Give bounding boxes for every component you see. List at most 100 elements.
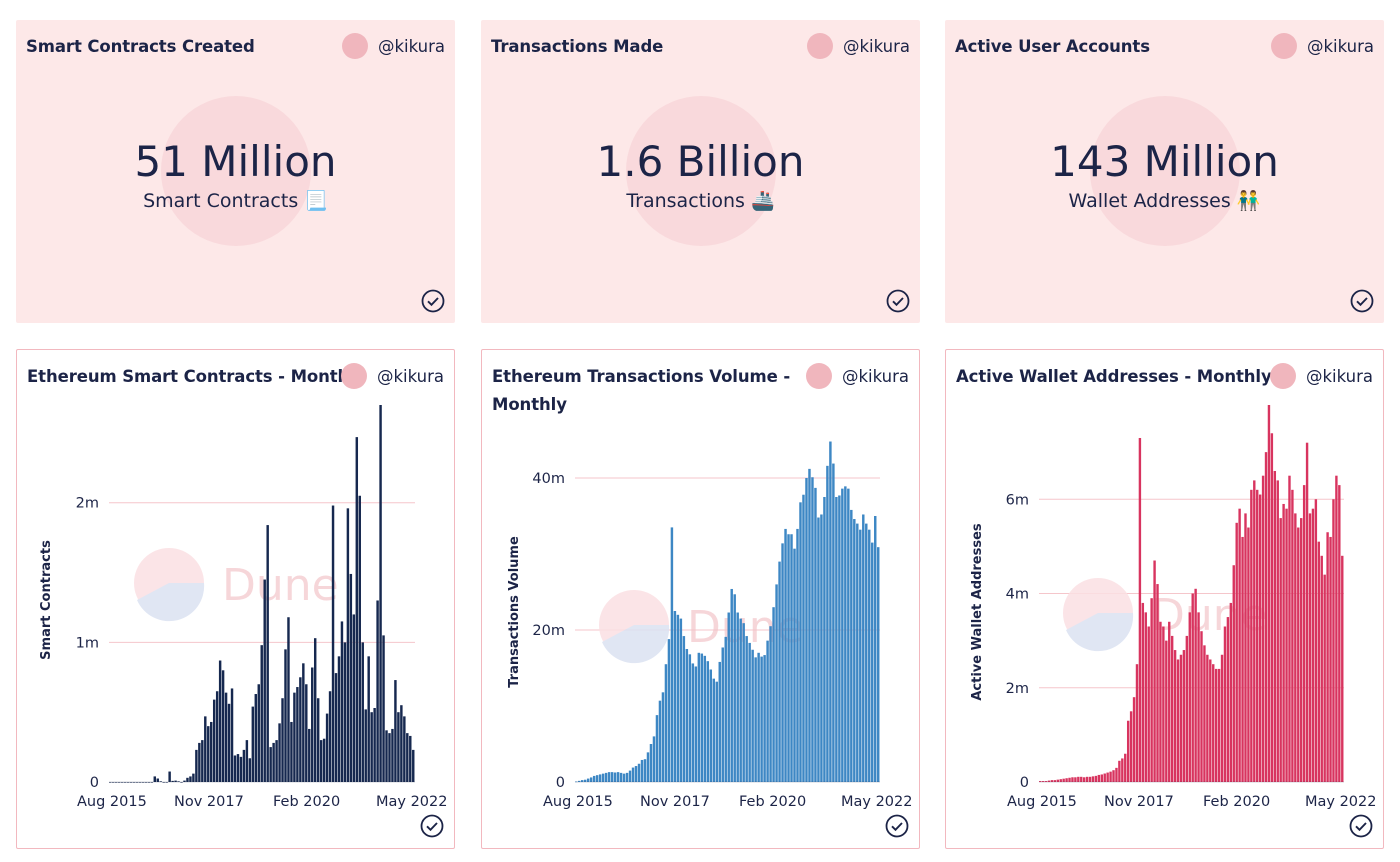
card-title: Active Wallet Addresses - Monthly bbox=[956, 367, 1272, 386]
bar bbox=[853, 519, 856, 782]
bar bbox=[1338, 485, 1341, 782]
bar bbox=[781, 543, 784, 782]
bar bbox=[586, 778, 590, 782]
bar bbox=[622, 773, 626, 782]
y-axis-label: Smart Contracts bbox=[39, 540, 54, 660]
author-link[interactable]: @kikura bbox=[341, 33, 445, 59]
bar bbox=[1291, 489, 1294, 782]
bar bbox=[1200, 631, 1203, 782]
bar bbox=[805, 478, 808, 782]
bar bbox=[808, 468, 811, 782]
bar bbox=[409, 735, 412, 782]
bar bbox=[109, 782, 112, 783]
stat-card-smart-contracts: Smart Contracts Created @kikura 51 Milli… bbox=[16, 20, 455, 323]
bar bbox=[287, 617, 290, 782]
author-link[interactable]: @kikura bbox=[806, 33, 910, 59]
bar bbox=[1144, 612, 1147, 782]
bar bbox=[1294, 513, 1297, 782]
check-circle-icon[interactable] bbox=[886, 289, 910, 313]
y-tick-label: 2m bbox=[1006, 681, 1029, 697]
bar bbox=[631, 767, 635, 782]
bar bbox=[697, 652, 701, 782]
bar bbox=[168, 771, 171, 782]
bar bbox=[1059, 779, 1062, 782]
bar bbox=[311, 667, 314, 782]
bar bbox=[239, 756, 243, 782]
bar bbox=[643, 759, 647, 782]
check-circle-icon[interactable] bbox=[420, 814, 444, 838]
x-tick-label: Nov 2017 bbox=[1104, 794, 1174, 810]
author-link[interactable]: @kikura bbox=[805, 363, 909, 389]
bar bbox=[694, 666, 698, 782]
bar bbox=[373, 708, 376, 782]
check-circle-icon[interactable] bbox=[421, 289, 445, 313]
bar bbox=[290, 721, 293, 782]
bar bbox=[189, 776, 192, 782]
bar bbox=[1191, 593, 1194, 782]
bar bbox=[1253, 480, 1256, 782]
bar bbox=[1041, 781, 1045, 782]
bar bbox=[823, 497, 826, 782]
bar bbox=[218, 660, 222, 782]
check-circle-icon[interactable] bbox=[885, 814, 909, 838]
bar bbox=[1118, 760, 1121, 782]
bar bbox=[1132, 697, 1136, 782]
bar bbox=[278, 723, 281, 782]
bar bbox=[1039, 781, 1042, 782]
bar bbox=[1100, 774, 1103, 782]
bar bbox=[616, 772, 620, 782]
bar bbox=[646, 752, 650, 782]
bar bbox=[733, 594, 736, 782]
bar bbox=[233, 755, 237, 782]
bar bbox=[826, 465, 829, 782]
bar bbox=[111, 782, 115, 783]
check-circle-icon[interactable] bbox=[1350, 289, 1374, 313]
y-tick-label: 40m bbox=[532, 471, 565, 487]
bar bbox=[1173, 650, 1177, 782]
bar bbox=[1241, 536, 1244, 782]
bar bbox=[1332, 499, 1335, 782]
bar bbox=[126, 782, 130, 783]
bar bbox=[874, 516, 877, 782]
bar bbox=[349, 573, 353, 782]
bar bbox=[221, 670, 225, 782]
bar bbox=[1288, 475, 1291, 782]
y-tick-label: 1m bbox=[76, 635, 99, 651]
bar bbox=[1305, 442, 1309, 782]
bar bbox=[778, 561, 781, 782]
bar bbox=[412, 749, 415, 782]
bar bbox=[215, 691, 219, 782]
bar bbox=[1232, 565, 1235, 782]
bar bbox=[1150, 598, 1153, 782]
bar bbox=[135, 782, 139, 783]
bar bbox=[114, 782, 118, 783]
bar bbox=[334, 673, 338, 782]
bar bbox=[147, 782, 151, 783]
bar bbox=[1065, 778, 1068, 782]
bar bbox=[847, 488, 850, 782]
bar bbox=[328, 691, 332, 782]
author-link[interactable]: @kikura bbox=[1270, 33, 1374, 59]
bar bbox=[355, 437, 359, 782]
bar bbox=[204, 716, 207, 782]
bar bbox=[397, 712, 400, 782]
bar bbox=[1097, 774, 1101, 782]
bar bbox=[1250, 489, 1253, 782]
check-circle-icon[interactable] bbox=[1349, 814, 1373, 838]
bar bbox=[1317, 541, 1321, 782]
author-name: @kikura bbox=[1305, 366, 1373, 386]
author-link[interactable]: @kikura bbox=[1269, 363, 1373, 389]
card-title: Smart Contracts Created bbox=[26, 37, 255, 56]
bar bbox=[670, 527, 674, 782]
x-tick-label: Aug 2015 bbox=[77, 794, 147, 810]
bar bbox=[1256, 489, 1259, 782]
bar bbox=[195, 749, 198, 782]
bar bbox=[1300, 518, 1303, 782]
bar bbox=[379, 405, 382, 782]
bar bbox=[760, 656, 763, 782]
bar bbox=[198, 742, 201, 782]
stat-value: 1.6 Billion bbox=[596, 137, 805, 186]
author-link[interactable]: @kikura bbox=[340, 363, 444, 389]
bar bbox=[275, 740, 278, 782]
x-tick-label: Nov 2017 bbox=[640, 794, 710, 810]
